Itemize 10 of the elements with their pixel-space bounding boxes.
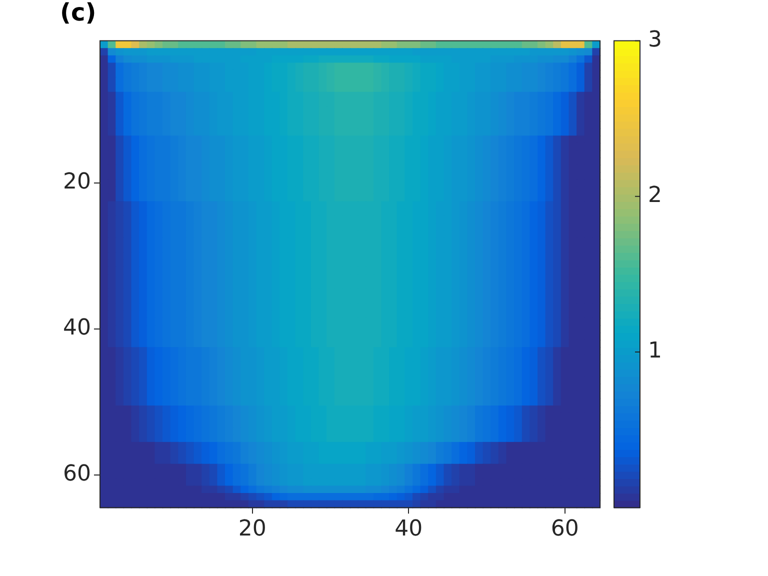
chart-title: (c): [60, 0, 96, 27]
color-bar-label: 2: [648, 183, 662, 208]
x-tick-label: 60: [550, 516, 579, 542]
y-tick-label: 20: [62, 170, 91, 195]
color-bar-label: 1: [648, 338, 662, 364]
color-bar-label: 3: [648, 28, 662, 53]
x-tick-label: 20: [238, 516, 266, 542]
x-tick-label: 40: [394, 516, 423, 542]
y-tick-label: 60: [62, 461, 91, 486]
y-tick-label: 40: [62, 316, 91, 341]
